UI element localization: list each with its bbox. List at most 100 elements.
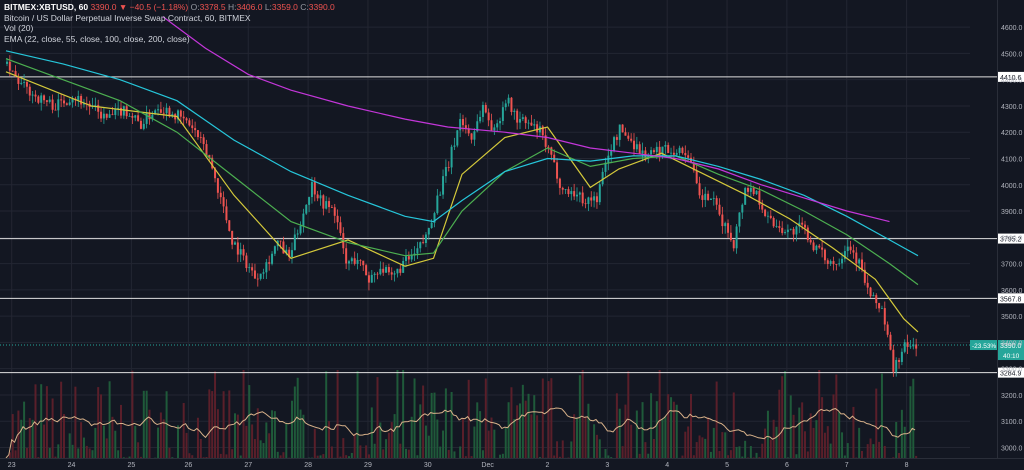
candle-body bbox=[396, 268, 399, 274]
volume-bar bbox=[521, 384, 524, 458]
volume-bar bbox=[513, 419, 516, 458]
volume-bar bbox=[815, 420, 818, 458]
price-tick-label: 4000.0 bbox=[1001, 183, 1023, 190]
volume-bar bbox=[909, 386, 912, 458]
low-value: 3359.0 bbox=[271, 2, 298, 12]
candle-body bbox=[182, 116, 185, 119]
volume-bar bbox=[139, 456, 142, 458]
volume-bar bbox=[684, 431, 687, 458]
candle-body bbox=[319, 195, 322, 199]
legend-ema-line[interactable]: EMA (22, close, 55, close, 100, close, 2… bbox=[4, 33, 190, 44]
candles bbox=[6, 55, 918, 377]
ema-lines bbox=[5, 16, 919, 333]
volume-bar bbox=[271, 410, 274, 458]
candle-body bbox=[219, 192, 222, 198]
price-axis[interactable]: 4600.0 4500.0 4400.0 4300.0 4200.0 4100.0 4000… bbox=[997, 0, 1023, 458]
candle-body bbox=[108, 114, 111, 118]
volume-bar bbox=[516, 405, 519, 458]
volume-bar bbox=[416, 455, 419, 458]
candle-body bbox=[379, 268, 382, 275]
volume-bar bbox=[71, 444, 74, 458]
volume-bar bbox=[259, 440, 262, 458]
candle-body bbox=[131, 116, 134, 118]
volume-bar bbox=[519, 403, 521, 458]
volume-bar bbox=[741, 456, 744, 458]
volume-bar bbox=[231, 449, 234, 458]
volume-bar bbox=[191, 455, 194, 458]
time-tick-label: 24 bbox=[68, 462, 76, 469]
volume-bar bbox=[94, 427, 97, 458]
volume-bar bbox=[234, 413, 236, 458]
volume-bar bbox=[470, 456, 473, 458]
candle-body bbox=[593, 196, 596, 201]
volume-bar bbox=[841, 432, 844, 458]
volume-bar bbox=[641, 402, 644, 458]
volume-bar bbox=[812, 427, 815, 458]
candle-body bbox=[675, 152, 678, 155]
candle-body bbox=[513, 110, 516, 112]
candle-body bbox=[755, 190, 758, 195]
volume-bar bbox=[159, 412, 162, 458]
candle-body bbox=[259, 273, 262, 279]
volume-bar bbox=[57, 444, 60, 458]
candle-body bbox=[744, 188, 747, 205]
volume-bar bbox=[148, 409, 151, 458]
volume-bar bbox=[285, 422, 288, 458]
volume-bar bbox=[393, 414, 396, 458]
volume-bar bbox=[367, 454, 370, 458]
candle-body bbox=[40, 95, 43, 103]
candle-body bbox=[501, 107, 504, 122]
time-tick-label: 29 bbox=[364, 462, 372, 469]
time-tick-label: 28 bbox=[304, 462, 312, 469]
candle-body bbox=[541, 126, 544, 136]
volume-bar bbox=[348, 456, 350, 458]
volume-bar bbox=[37, 457, 40, 458]
candle-body bbox=[105, 113, 108, 118]
horizontal-levels[interactable]: 4410.6 3795.2 3567.8 3284.9 bbox=[0, 71, 1024, 378]
open-value: 3378.5 bbox=[199, 2, 226, 12]
volume-bar bbox=[313, 428, 316, 458]
symbol-label[interactable]: BITMEX:XBTUSD, 60 bbox=[4, 2, 89, 12]
candle-body bbox=[356, 259, 359, 264]
volume-bar bbox=[878, 441, 881, 458]
candle-body bbox=[838, 263, 841, 265]
volume-bar bbox=[701, 437, 704, 458]
candle-body bbox=[906, 342, 909, 347]
candle-body bbox=[214, 168, 217, 179]
candle-body bbox=[279, 240, 282, 242]
candle-body bbox=[410, 255, 413, 260]
volume-bar bbox=[775, 426, 778, 458]
candle-body bbox=[670, 152, 673, 154]
time-axis[interactable]: 23 24 25 26 27 28 29 30 Dec 2 3 4 5 6 7 8 bbox=[0, 458, 1024, 470]
candle-body bbox=[516, 110, 519, 123]
candle-body bbox=[325, 201, 328, 209]
candle-body bbox=[866, 282, 869, 288]
candle-body bbox=[211, 157, 214, 169]
volume-bar bbox=[262, 443, 265, 458]
candle-body bbox=[741, 204, 744, 213]
candle-body bbox=[191, 125, 194, 129]
volume-bar bbox=[345, 455, 348, 458]
volume-bar bbox=[137, 442, 140, 458]
candle-body bbox=[638, 144, 641, 154]
legend-volume-line[interactable]: Vol (20) bbox=[4, 23, 34, 33]
candle-body bbox=[561, 187, 564, 190]
chart-legend: BITMEX:XBTUSD, 60 3390.0 ▼ −40.5 (−1.18%… bbox=[4, 2, 335, 44]
volume-ma-path bbox=[5, 407, 916, 459]
volume-bar bbox=[493, 429, 496, 458]
volume-bar bbox=[670, 397, 673, 458]
candle-body bbox=[111, 114, 114, 116]
candle-body bbox=[11, 70, 14, 72]
volume-bar bbox=[598, 439, 601, 458]
volume-bar bbox=[732, 392, 735, 458]
candle-body bbox=[459, 119, 462, 131]
candle-body bbox=[544, 135, 547, 147]
volume-bar bbox=[248, 385, 251, 458]
candle-body bbox=[373, 273, 376, 275]
candle-body bbox=[14, 70, 17, 77]
volume-bar bbox=[350, 452, 353, 458]
volume-bar bbox=[177, 425, 179, 458]
volume-bar bbox=[117, 450, 120, 458]
time-tick-label: Dec bbox=[481, 462, 494, 469]
